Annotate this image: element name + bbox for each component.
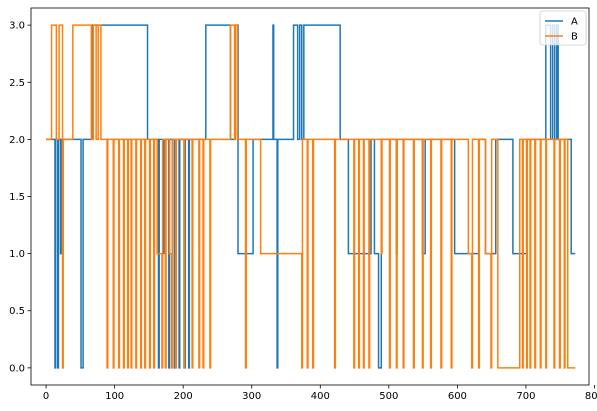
y-tick-label: 3.0 <box>9 21 25 32</box>
x-tick-label: 600 <box>448 391 467 402</box>
y-tick-label: 0.0 <box>9 363 25 374</box>
y-tick-label: 2.0 <box>9 135 25 146</box>
y-tick-label: 1.5 <box>9 192 25 203</box>
x-tick-label: 200 <box>174 391 193 402</box>
y-axis: 0.0 0.5 1.0 1.5 2.0 2.5 3.0 <box>9 21 31 375</box>
x-axis: 0 100 200 300 400 500 600 700 800 <box>43 385 597 402</box>
x-tick-label: 0 <box>43 391 49 402</box>
x-tick-label: 300 <box>242 391 261 402</box>
x-tick-label: 100 <box>105 391 124 402</box>
x-tick-label: 800 <box>585 391 597 402</box>
y-tick-label: 2.5 <box>9 78 25 89</box>
y-tick-label: 1.0 <box>9 249 25 260</box>
legend-label-a: A <box>571 17 578 28</box>
legend-box <box>540 11 586 45</box>
x-tick-label: 400 <box>311 391 330 402</box>
x-tick-label: 500 <box>379 391 398 402</box>
legend-label-b: B <box>571 32 578 43</box>
y-tick-label: 0.5 <box>9 306 25 317</box>
x-tick-label: 700 <box>516 391 535 402</box>
legend: AB <box>540 11 586 45</box>
